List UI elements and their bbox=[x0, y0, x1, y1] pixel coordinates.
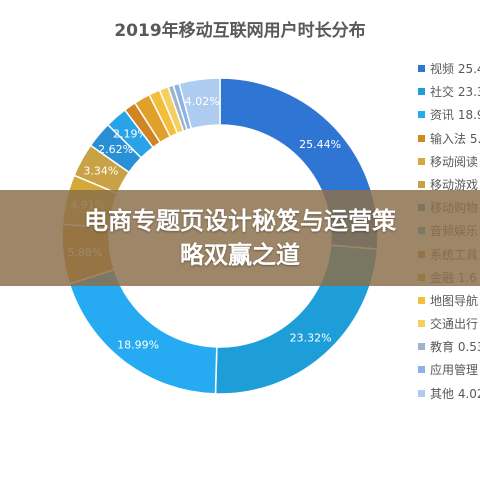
legend-swatch bbox=[418, 343, 425, 351]
legend-item: 社交 23.32% bbox=[418, 81, 480, 104]
slice-label-3: 18.99% bbox=[117, 339, 159, 352]
legend-swatch bbox=[418, 180, 425, 188]
legend-item: 输入法 5.88% bbox=[418, 128, 480, 151]
legend-item: 交通出行 bbox=[418, 313, 480, 336]
legend-label: 地图导航 bbox=[430, 293, 479, 308]
legend-label: 交通出行 bbox=[430, 317, 479, 332]
slice-label-7: 2.62% bbox=[98, 143, 133, 156]
legend-item: 其他 4.02 bbox=[418, 383, 480, 406]
legend-swatch bbox=[418, 389, 425, 397]
legend-swatch bbox=[418, 296, 425, 304]
slice-label-6: 3.34% bbox=[83, 164, 118, 177]
legend-swatch bbox=[418, 320, 425, 328]
legend-item: 视频 25.44% bbox=[418, 58, 480, 81]
slice-3 bbox=[68, 268, 218, 395]
overlay-banner bbox=[0, 190, 480, 286]
legend-item: 资讯 18.99% bbox=[418, 104, 480, 127]
legend-label: 其他 4.02 bbox=[430, 386, 480, 401]
slice-label-1: 25.44% bbox=[299, 138, 341, 151]
slice-label-8: 2.19% bbox=[113, 128, 148, 141]
banner-line-2: 略双赢之道 bbox=[180, 241, 300, 269]
legend-swatch bbox=[418, 366, 425, 374]
legend-label: 教育 0.53 bbox=[430, 340, 480, 355]
legend-label: 移动游戏 bbox=[430, 177, 479, 192]
legend-label: 资讯 18.99% bbox=[430, 108, 480, 123]
legend-swatch bbox=[418, 157, 425, 165]
legend-item: 地图导航 bbox=[418, 290, 480, 313]
banner-title: 电商专题页设计秘笈与运营策 略双赢之道 bbox=[0, 204, 480, 272]
legend-swatch bbox=[418, 111, 425, 119]
legend-label: 输入法 5.88% bbox=[430, 131, 480, 146]
legend-label: 应用管理 bbox=[430, 363, 479, 378]
slice-label-2: 23.32% bbox=[290, 331, 332, 344]
legend-swatch bbox=[418, 65, 425, 72]
legend-item: 移动游戏 bbox=[418, 174, 480, 197]
chart-title: 2019年移动互联网用户时长分布 bbox=[114, 21, 366, 41]
legend-item: 教育 0.53 bbox=[418, 336, 480, 359]
legend-item: 应用管理 bbox=[418, 359, 480, 382]
legend-label: 移动阅读 bbox=[430, 154, 479, 169]
legend-swatch bbox=[418, 88, 425, 96]
legend-item: 移动阅读 bbox=[418, 151, 480, 174]
slice-15 bbox=[178, 77, 221, 130]
legend-label: 视频 25.44% bbox=[430, 62, 480, 76]
banner-line-1: 电商专题页设计秘笈与运营策 bbox=[84, 207, 396, 235]
slice-label-15: 4.02% bbox=[185, 95, 220, 108]
legend-label: 社交 23.32% bbox=[430, 85, 480, 100]
legend-swatch bbox=[418, 134, 425, 142]
